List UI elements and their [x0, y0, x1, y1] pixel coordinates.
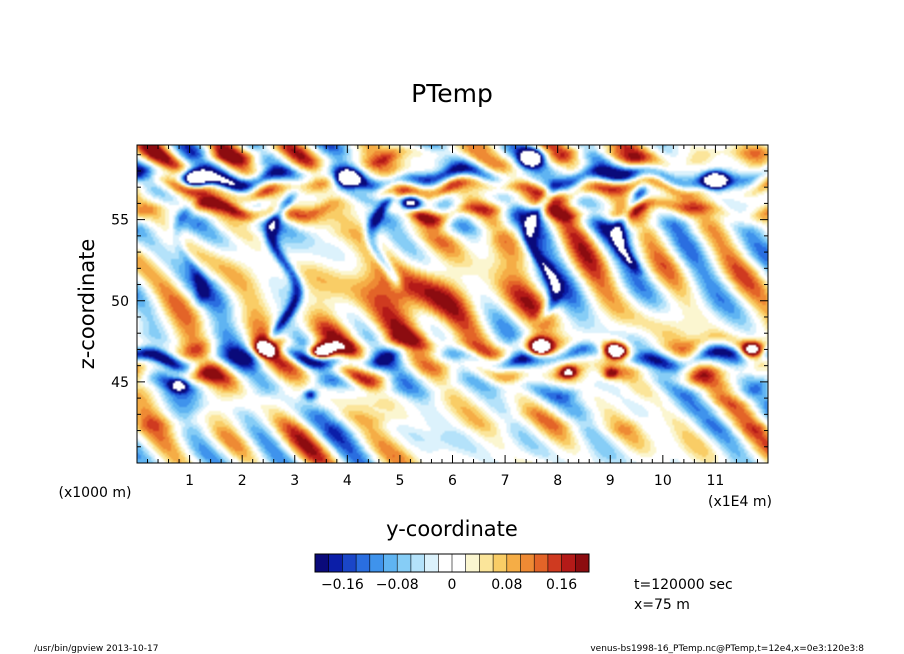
y-axis-unit: (x1000 m) [59, 485, 132, 501]
colorbar-swatch [493, 554, 508, 572]
x-tick-label: 5 [395, 473, 404, 489]
colorbar-tick-label: 0.08 [491, 577, 522, 593]
colorbar-swatch [575, 554, 590, 572]
x-axis-label: y-coordinate [386, 517, 518, 541]
colorbar-swatch [452, 554, 467, 572]
y-tick-label: 50 [111, 294, 129, 310]
colorbar-tick-label: 0 [448, 577, 457, 593]
x-tick-label: 8 [553, 473, 562, 489]
chart-title: PTemp [411, 79, 493, 108]
colorbar-tick-label: 0.16 [546, 577, 577, 593]
y-tick-label: 45 [111, 375, 129, 391]
colorbar-swatch [534, 554, 549, 572]
footer-right: venus-bs1998-16_PTemp.nc@PTemp,t=12e4,x=… [590, 644, 864, 654]
colorbar-swatch [383, 554, 398, 572]
colorbar-tick-label: −0.16 [321, 577, 364, 593]
x-axis-unit: (x1E4 m) [708, 494, 772, 510]
colorbar-swatch [438, 554, 453, 572]
x-tick-label: 2 [238, 473, 247, 489]
colorbar-swatch [315, 554, 330, 572]
colorbar-swatch [410, 554, 425, 572]
colorbar-swatch [465, 554, 480, 572]
y-axis-label: z-coordinate [75, 239, 99, 370]
x-tick-label: 1 [185, 473, 194, 489]
footer-left: /usr/bin/gpview 2013-10-17 [34, 644, 158, 654]
colorbar-swatch [520, 554, 535, 572]
x-tick-label: 7 [501, 473, 510, 489]
colorbar: −0.16 −0.08 0 0.08 0.16 [314, 553, 590, 593]
colorbar-swatch [397, 554, 412, 572]
colorbar-tick-label: −0.08 [376, 577, 419, 593]
x-tick-label: 9 [606, 473, 615, 489]
position-annotation: x=75 m [634, 597, 690, 613]
colorbar-swatch [506, 554, 521, 572]
y-axis-ticks: 45 50 55 [111, 154, 768, 464]
colorbar-swatch [424, 554, 439, 572]
heatmap-field [137, 145, 768, 463]
colorbar-swatch [479, 554, 494, 572]
time-annotation: t=120000 sec [634, 577, 733, 593]
colorbar-swatch [356, 554, 371, 572]
x-tick-label: 11 [707, 473, 725, 489]
colorbar-swatch [328, 554, 343, 572]
colorbar-swatch [561, 554, 576, 572]
y-tick-label: 55 [111, 213, 129, 229]
colorbar-swatch [547, 554, 562, 572]
colorbar-swatch [369, 554, 384, 572]
colorbar-swatch [342, 554, 357, 572]
x-tick-label: 3 [290, 473, 299, 489]
x-tick-label: 6 [448, 473, 457, 489]
x-tick-label: 4 [343, 473, 352, 489]
x-axis-ticks: 1 2 3 4 5 6 7 8 9 10 11 [136, 145, 769, 489]
x-tick-label: 10 [654, 473, 672, 489]
